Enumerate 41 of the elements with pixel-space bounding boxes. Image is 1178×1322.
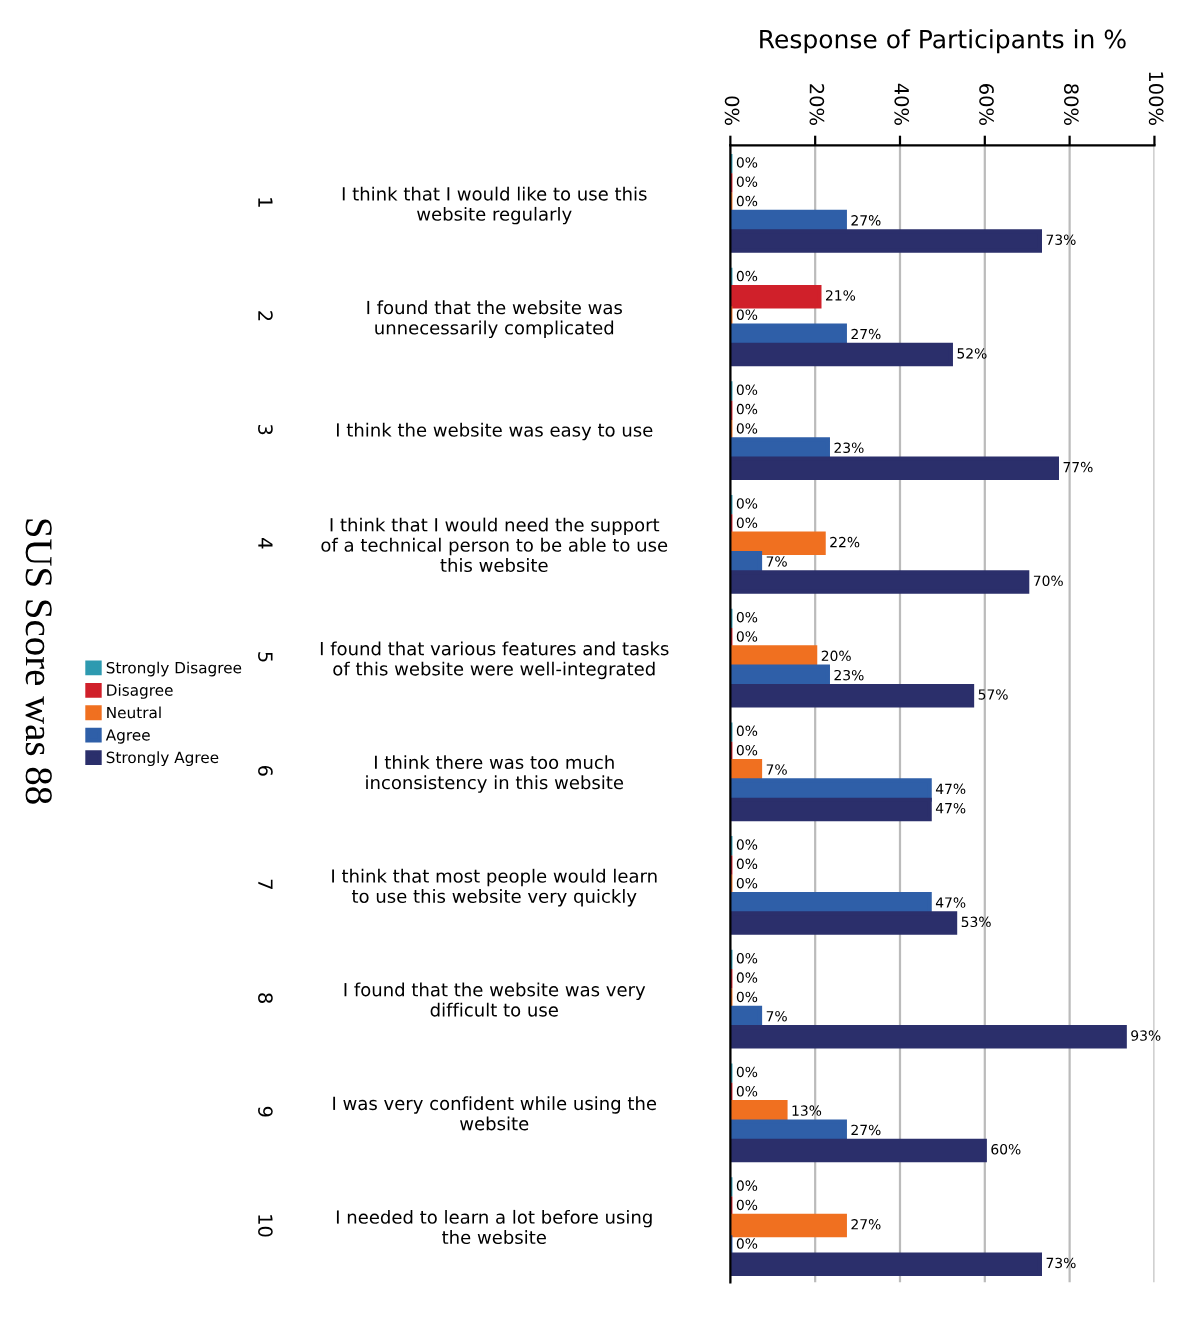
text: 2 bbox=[258, 311, 273, 321]
bar bbox=[730, 570, 1030, 594]
bar bbox=[730, 456, 1059, 481]
text: SUS Score was 88 bbox=[25, 519, 52, 804]
bar bbox=[730, 1025, 1127, 1049]
x-tick-label: 100% bbox=[1148, 72, 1164, 125]
x-tick-label: 20% bbox=[809, 84, 825, 125]
bar bbox=[730, 911, 958, 935]
x-axis-title: Response of Participants in % bbox=[760, 29, 1126, 54]
y-tick-label: I found that various features and tasks of this website were well-integrated bbox=[320, 641, 669, 680]
x-tick-label: 60% bbox=[979, 84, 994, 125]
y-tick-label: I think that most people would learn to use this website very quickly bbox=[332, 868, 657, 907]
y-tick-label: I think the website was easy to use bbox=[336, 422, 653, 441]
bar bbox=[730, 1213, 847, 1238]
y-tick-label: I think that I would like to use this website regularly bbox=[342, 186, 647, 225]
y-tick-label: I think that I would need the support of a technical person to be able to use this website bbox=[321, 517, 668, 573]
text: 5 bbox=[258, 652, 273, 662]
text: 9 bbox=[258, 1106, 273, 1117]
x-tick-label: 40% bbox=[894, 83, 910, 125]
text: 4 bbox=[258, 538, 273, 549]
bar bbox=[730, 229, 1043, 253]
y-tick-label: I found that the website was very difficult to use bbox=[344, 982, 646, 1017]
bar bbox=[730, 683, 975, 708]
bar bbox=[730, 284, 822, 309]
bar bbox=[730, 1252, 1043, 1276]
text: 1 bbox=[258, 198, 273, 207]
text: 7 bbox=[258, 879, 273, 889]
x-tick-label: 80% bbox=[1063, 84, 1079, 125]
text: 10 bbox=[258, 1215, 273, 1237]
text: 3 bbox=[258, 424, 273, 435]
y-tick-label: I needed to learn a lot before using the website bbox=[336, 1209, 652, 1245]
y-tick-label: I was very confident while using the website bbox=[333, 1096, 657, 1131]
bar bbox=[730, 531, 826, 556]
x-tick-label: 0% bbox=[724, 96, 740, 125]
y-tick-label: I found that the website was unnecessarily complicated bbox=[367, 300, 622, 339]
y-tick-label: I think there was too much inconsistency in this website bbox=[366, 755, 624, 793]
bar bbox=[730, 1138, 987, 1163]
text: 6 bbox=[258, 765, 273, 776]
text: 8 bbox=[258, 993, 273, 1003]
bar bbox=[730, 342, 953, 367]
bar bbox=[730, 797, 932, 822]
